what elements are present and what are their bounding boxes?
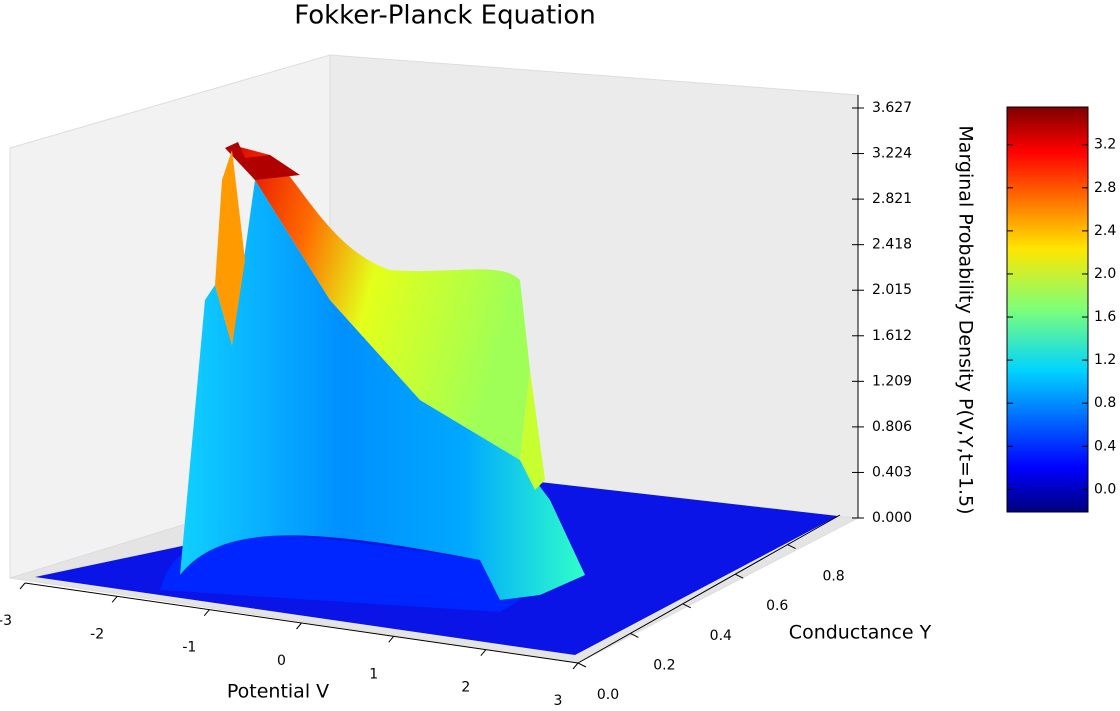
colorbar xyxy=(1006,106,1089,513)
x-tick xyxy=(480,649,487,656)
z-tick-label: 0.806 xyxy=(872,419,912,435)
x-tick-label: -1 xyxy=(182,640,196,656)
x-tick xyxy=(572,662,579,670)
z-tick-label: 3.224 xyxy=(872,146,912,162)
x-tick xyxy=(388,636,395,643)
z-tick-label: 2.821 xyxy=(872,191,912,207)
surface xyxy=(35,142,838,655)
z-tick-label: 2.418 xyxy=(872,237,912,253)
y-tick xyxy=(630,632,639,638)
y-tick xyxy=(577,662,587,668)
colorbar-tick-label: 1.2 xyxy=(1094,352,1116,368)
z-axis-label: Marginal Probability Density P(V,Y,t=1.5… xyxy=(955,125,977,514)
y-tick xyxy=(787,544,796,550)
z-tick-label: 0.000 xyxy=(872,510,912,526)
z-tick-label: 2.015 xyxy=(872,282,912,298)
y-tick xyxy=(734,573,744,579)
colorbar-tick-label: 2.8 xyxy=(1094,180,1116,196)
colorbar-tick-label: 0.8 xyxy=(1094,395,1116,411)
x-tick-label: 3 xyxy=(554,693,563,709)
y-tick-label: 0.8 xyxy=(822,569,844,585)
x-tick-label: 1 xyxy=(369,666,378,682)
x-tick-label: 2 xyxy=(461,680,470,696)
colorbar-tick-label: 2.4 xyxy=(1094,223,1116,239)
colorbar-tick-label: 1.6 xyxy=(1094,309,1116,325)
colorbar-tick-label: 2.0 xyxy=(1094,266,1116,282)
z-tick-label: 0.403 xyxy=(872,464,912,480)
y-tick-label: 0.2 xyxy=(653,657,675,673)
x-axis-label: Potential V xyxy=(227,681,329,703)
z-tick-label: 1.209 xyxy=(872,373,912,389)
y-axis-line xyxy=(577,514,841,664)
z-tick-label: 3.627 xyxy=(872,100,912,116)
x-tick xyxy=(19,582,26,590)
x-tick-label: -3 xyxy=(0,613,12,629)
colorbar-tick-label: 0.4 xyxy=(1094,438,1116,454)
chart-title: Fokker-Planck Equation xyxy=(294,1,596,31)
y-tick-label: 0.6 xyxy=(766,598,788,614)
x-tick xyxy=(111,596,118,603)
y-tick-label: 0.0 xyxy=(597,687,619,703)
z-tick-label: 1.612 xyxy=(872,328,912,344)
x-tick xyxy=(203,609,210,616)
colorbar-tick-label: 3.2 xyxy=(1094,137,1116,153)
y-axis-label: Conductance Y xyxy=(789,622,932,644)
x-tick xyxy=(296,622,302,630)
y-tick-label: 0.4 xyxy=(710,628,732,644)
colorbar-tick-label: 0.0 xyxy=(1094,481,1116,497)
y-tick xyxy=(682,603,692,609)
x-tick-label: 0 xyxy=(277,653,286,669)
x-tick-label: -2 xyxy=(90,626,104,642)
